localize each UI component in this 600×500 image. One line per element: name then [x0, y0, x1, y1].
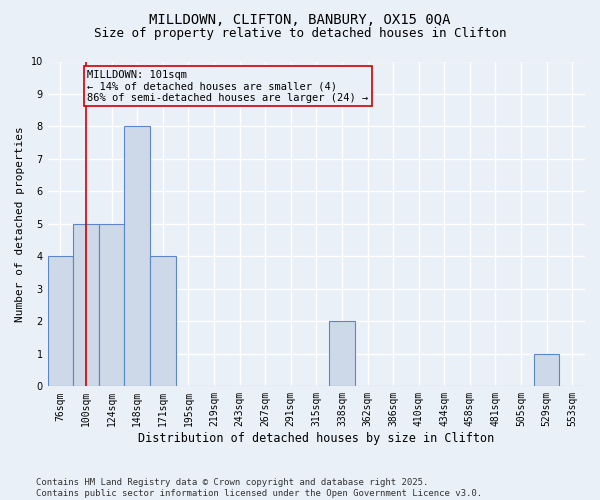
Bar	[150, 256, 176, 386]
Text: Size of property relative to detached houses in Clifton: Size of property relative to detached ho…	[94, 28, 506, 40]
Y-axis label: Number of detached properties: Number of detached properties	[15, 126, 25, 322]
Bar	[99, 224, 124, 386]
Text: Contains HM Land Registry data © Crown copyright and database right 2025.
Contai: Contains HM Land Registry data © Crown c…	[36, 478, 482, 498]
Bar	[124, 126, 150, 386]
Bar	[73, 224, 99, 386]
Text: MILLDOWN: 101sqm
← 14% of detached houses are smaller (4)
86% of semi-detached h: MILLDOWN: 101sqm ← 14% of detached house…	[88, 70, 368, 103]
Text: MILLDOWN, CLIFTON, BANBURY, OX15 0QA: MILLDOWN, CLIFTON, BANBURY, OX15 0QA	[149, 12, 451, 26]
Bar	[534, 354, 559, 386]
X-axis label: Distribution of detached houses by size in Clifton: Distribution of detached houses by size …	[138, 432, 494, 445]
Bar	[329, 322, 355, 386]
Bar	[47, 256, 73, 386]
